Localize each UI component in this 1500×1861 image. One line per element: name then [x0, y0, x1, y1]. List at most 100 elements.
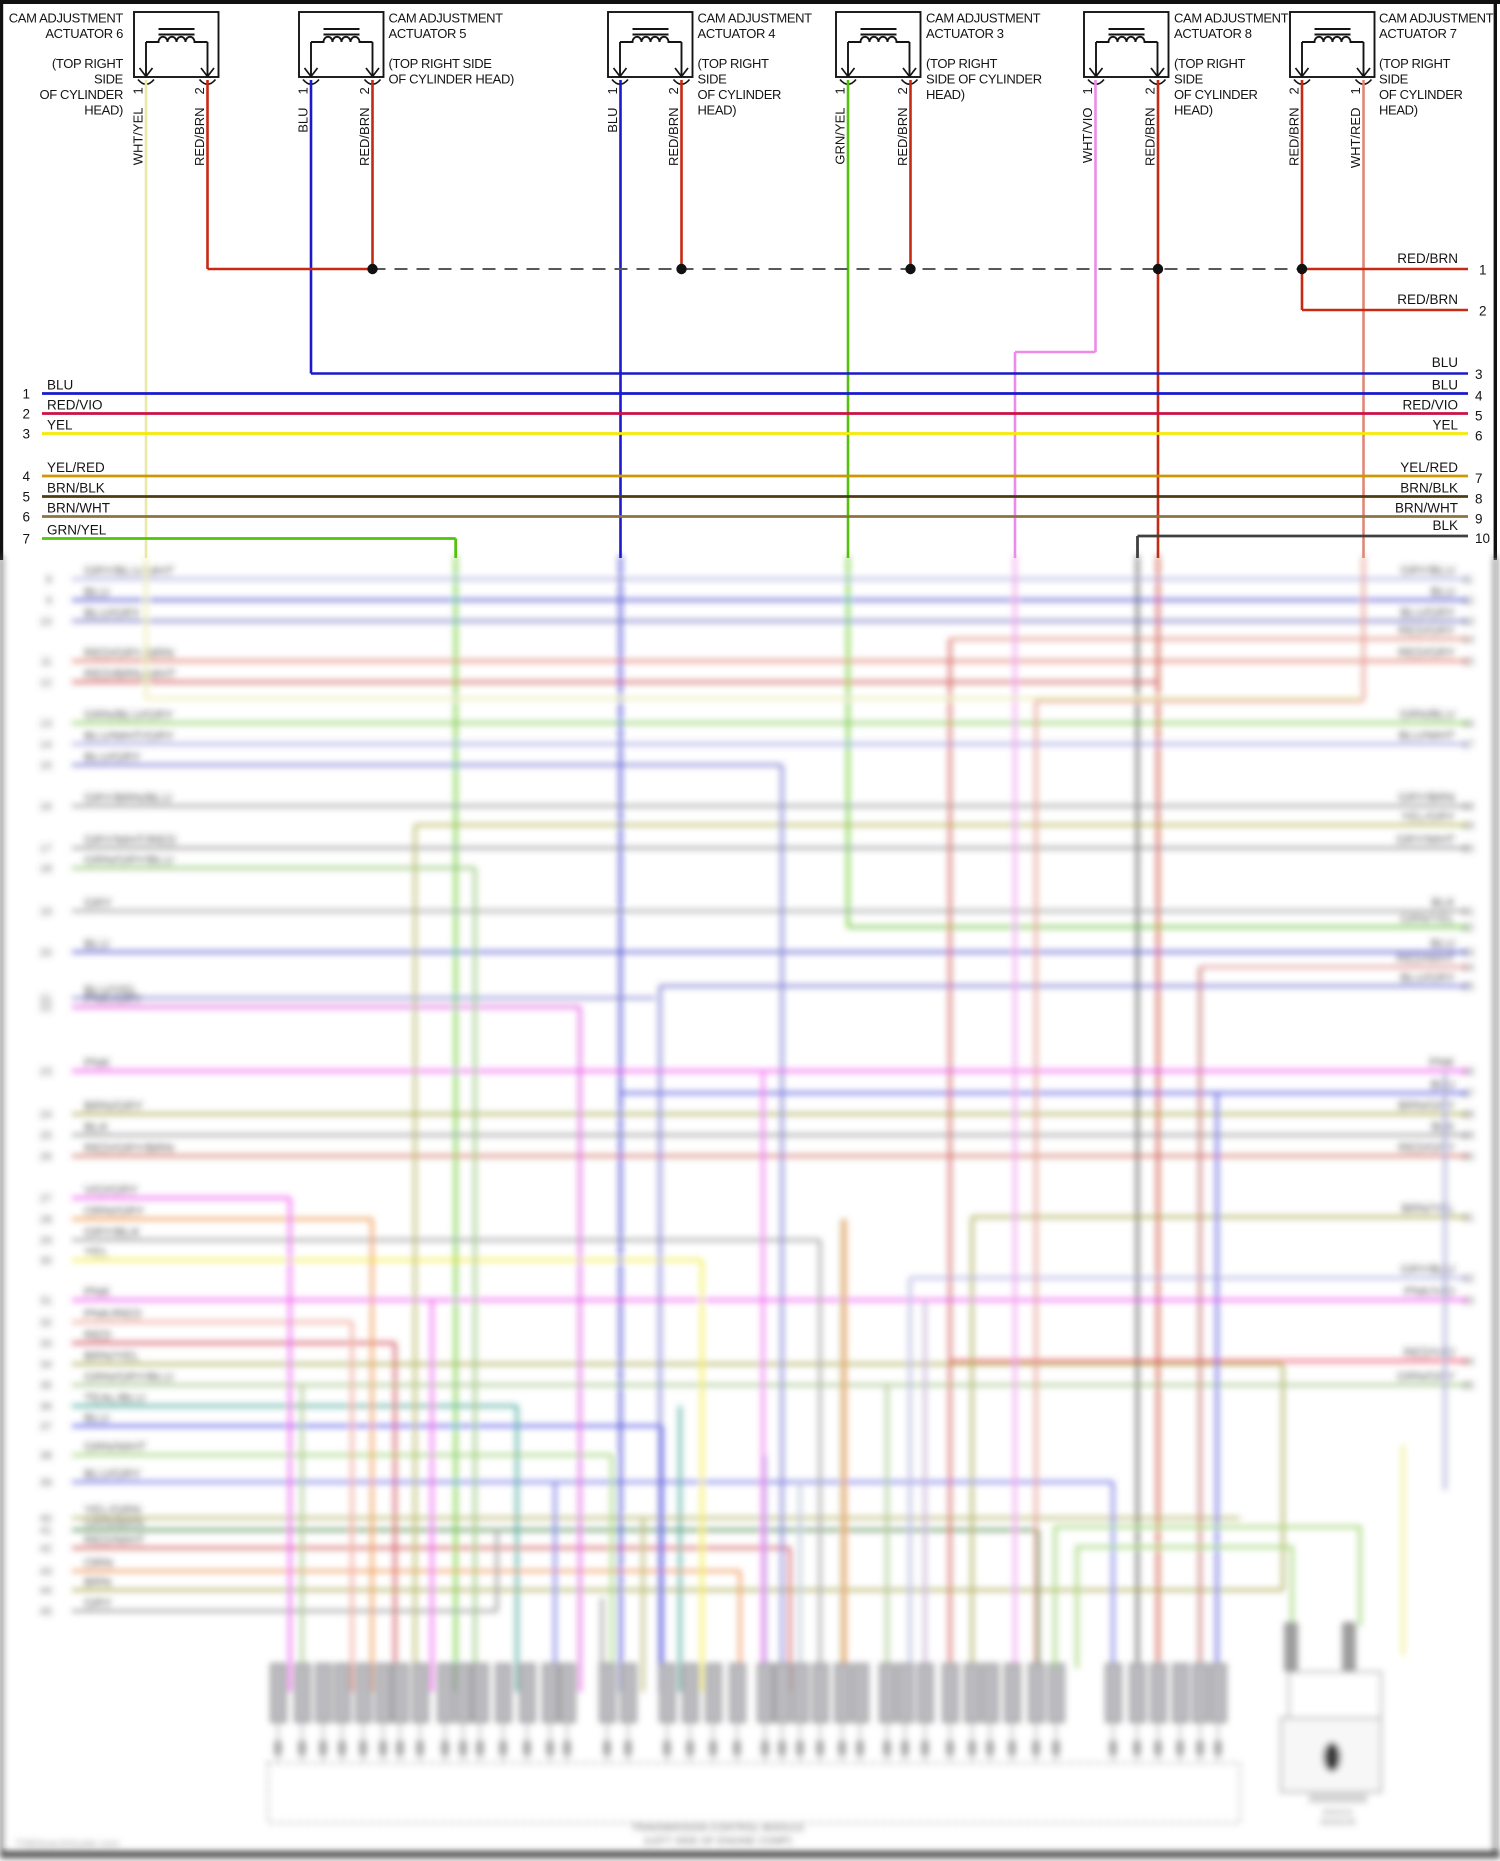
svg-text:1: 1: [1080, 87, 1095, 94]
svg-text:39: 39: [40, 1477, 52, 1489]
svg-text:(TOP RIGHT: (TOP RIGHT: [1174, 56, 1246, 71]
svg-text:24: 24: [40, 1109, 52, 1121]
svg-text:(TOP RIGHT: (TOP RIGHT: [1379, 56, 1451, 71]
svg-text:2: 2: [192, 87, 207, 94]
svg-text:GRN/WHT: GRN/WHT: [84, 1440, 146, 1455]
svg-text:GRN/GRY/BLU: GRN/GRY/BLU: [84, 853, 173, 868]
svg-text:18: 18: [1462, 801, 1474, 813]
svg-text:BLU: BLU: [1431, 937, 1455, 951]
svg-text:YEL: YEL: [47, 418, 73, 433]
svg-text:GRY/BRN/BLU: GRY/BRN/BLU: [84, 791, 172, 806]
svg-text:PNK/RED: PNK/RED: [84, 1307, 142, 1322]
svg-text:BRN/GRY: BRN/GRY: [84, 1099, 143, 1114]
svg-text:OF CYLINDER: OF CYLINDER: [1379, 87, 1463, 102]
svg-text:BRN: BRN: [84, 1575, 111, 1590]
svg-text:44: 44: [40, 1585, 52, 1597]
svg-text:BLU/GRY: BLU/GRY: [84, 606, 141, 621]
svg-text:2: 2: [895, 87, 910, 94]
svg-text:33: 33: [1462, 1295, 1474, 1307]
svg-text:CAM ADJUSTMENT: CAM ADJUSTMENT: [1379, 11, 1494, 26]
svg-text:RED/VIO: RED/VIO: [1404, 1346, 1456, 1360]
svg-text:YEL: YEL: [84, 1245, 109, 1260]
svg-text:BRN/BLK: BRN/BLK: [47, 481, 105, 496]
svg-text:ACTUATOR 7: ACTUATOR 7: [1379, 26, 1457, 41]
svg-text:30: 30: [1462, 1151, 1474, 1163]
svg-text:26: 26: [1462, 1066, 1474, 1078]
svg-text:BRN/GRY: BRN/GRY: [1398, 1099, 1455, 1113]
svg-text:BLU: BLU: [84, 585, 109, 600]
svg-text:11: 11: [41, 656, 52, 668]
svg-text:CAM ADJUSTMENT: CAM ADJUSTMENT: [926, 11, 1041, 26]
svg-text:28: 28: [1462, 1109, 1474, 1121]
svg-text:1: 1: [22, 387, 30, 402]
svg-text:36: 36: [40, 1401, 52, 1413]
svg-text:ACTUATOR 3: ACTUATOR 3: [926, 26, 1004, 41]
svg-text:14: 14: [40, 739, 52, 751]
svg-text:OF CYLINDER: OF CYLINDER: [39, 87, 123, 102]
svg-text:2: 2: [1143, 87, 1158, 94]
svg-text:YEL/RED: YEL/RED: [1400, 460, 1458, 475]
svg-text:32: 32: [1462, 1273, 1474, 1285]
svg-text:33: 33: [40, 1338, 52, 1350]
svg-text:GRN/YEL: GRN/YEL: [833, 108, 848, 165]
svg-text:RED/BRN: RED/BRN: [1143, 108, 1158, 167]
svg-text:37: 37: [40, 1421, 52, 1433]
svg-text:BRN/BLK: BRN/BLK: [1400, 481, 1458, 496]
svg-text:SIDE: SIDE: [698, 72, 728, 87]
svg-text:31: 31: [40, 1295, 52, 1307]
svg-text:PNK: PNK: [84, 1285, 111, 1300]
svg-text:BLU/GRY: BLU/GRY: [84, 1467, 141, 1482]
svg-text:GRY/WHT/RED: GRY/WHT/RED: [84, 833, 176, 848]
svg-text:WHT/RED: WHT/RED: [1348, 108, 1363, 169]
svg-text:BLU: BLU: [1432, 378, 1458, 393]
svg-text:22: 22: [1462, 922, 1474, 934]
svg-text:34: 34: [40, 1359, 52, 1371]
svg-text:BLU: BLU: [84, 1411, 109, 1426]
svg-text:17: 17: [1462, 739, 1474, 751]
svg-text:TEAL/BLU: TEAL/BLU: [84, 1391, 145, 1406]
svg-text:BLK: BLK: [1432, 518, 1458, 533]
svg-text:RED/GRY/BRN: RED/GRY/BRN: [84, 646, 174, 661]
svg-text:BLK: BLK: [1431, 896, 1455, 910]
svg-text:RED/BRN: RED/BRN: [1397, 292, 1458, 307]
svg-text:RED/BRN: RED/BRN: [895, 108, 910, 167]
svg-text:PNK/GRY: PNK/GRY: [84, 992, 143, 1007]
svg-text:7: 7: [1475, 471, 1483, 486]
svg-text:(TOP RIGHT: (TOP RIGHT: [926, 56, 998, 71]
svg-text:BLU/WHT: BLU/WHT: [1399, 729, 1456, 743]
svg-text:34: 34: [1462, 1356, 1474, 1368]
svg-text:27: 27: [1462, 1088, 1474, 1100]
svg-text:WHT/VIO: WHT/VIO: [1080, 108, 1095, 164]
svg-text:SIDE: SIDE: [1174, 72, 1204, 87]
svg-text:TSBSearchGuide.com: TSBSearchGuide.com: [15, 1838, 120, 1850]
svg-text:24: 24: [1462, 962, 1474, 974]
svg-text:5: 5: [1475, 409, 1483, 424]
svg-text:(TOP RIGHT: (TOP RIGHT: [52, 56, 124, 71]
svg-text:GRN/BRN: GRN/BRN: [84, 1515, 144, 1530]
svg-text:8: 8: [1475, 492, 1483, 507]
svg-text:8: 8: [46, 574, 52, 586]
svg-text:(TOP RIGHT: (TOP RIGHT: [698, 56, 770, 71]
svg-text:TRANSMISSION CONTROL MODULE: TRANSMISSION CONTROL MODULE: [632, 1823, 805, 1834]
svg-text:16: 16: [40, 801, 52, 813]
svg-text:VIO/GRY: VIO/GRY: [84, 1183, 138, 1198]
svg-text:31: 31: [1462, 1212, 1474, 1224]
svg-text:CAM ADJUSTMENT: CAM ADJUSTMENT: [389, 11, 504, 26]
svg-text:BRN/YEL: BRN/YEL: [1402, 1202, 1456, 1216]
svg-text:KNOCK: KNOCK: [1323, 1807, 1354, 1817]
svg-text:2: 2: [666, 87, 681, 94]
svg-text:35: 35: [40, 1380, 52, 1392]
svg-text:23: 23: [40, 1066, 52, 1078]
svg-text:32: 32: [40, 1317, 52, 1329]
svg-text:SIDE: SIDE: [1379, 72, 1409, 87]
svg-text:GRY/BLK: GRY/BLK: [84, 1225, 140, 1240]
svg-text:15: 15: [1462, 656, 1474, 668]
svg-text:BLU: BLU: [1431, 1078, 1455, 1092]
svg-text:5: 5: [22, 490, 30, 505]
svg-text:PNK: PNK: [1429, 1056, 1455, 1070]
svg-text:GRY/WHT: GRY/WHT: [1396, 833, 1455, 847]
svg-text:RED/GRY: RED/GRY: [1398, 624, 1455, 638]
svg-text:RED/VIO: RED/VIO: [1402, 398, 1458, 413]
svg-text:13: 13: [40, 718, 52, 730]
svg-text:23: 23: [1462, 947, 1474, 959]
